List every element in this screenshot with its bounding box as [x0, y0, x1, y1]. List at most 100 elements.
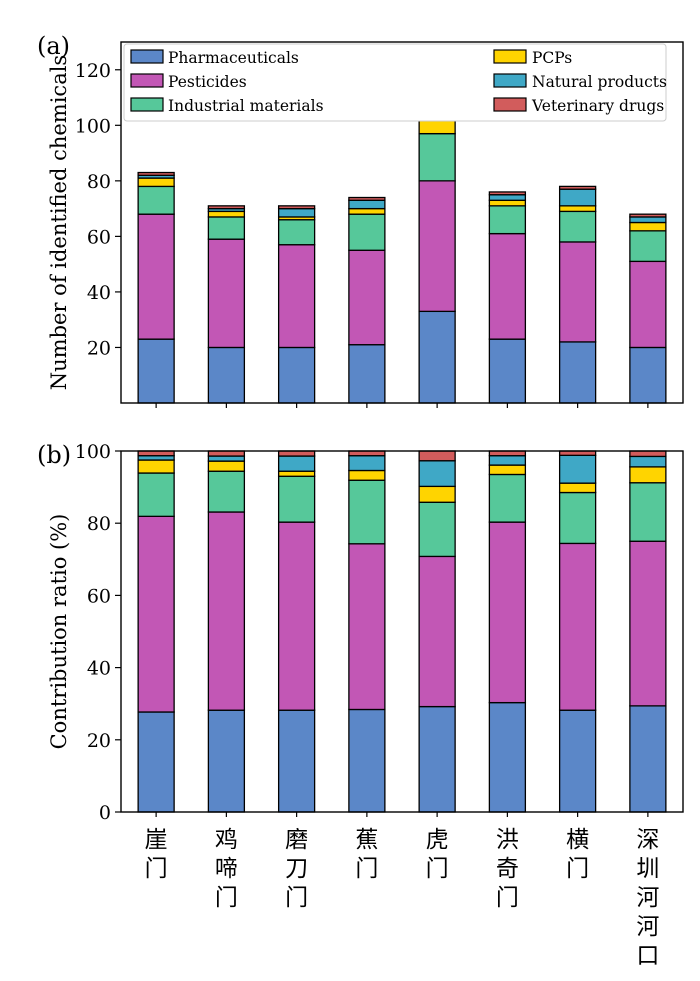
- bar-a-5-series-3: [488, 199, 527, 207]
- bar-b-0-series-0: [137, 711, 175, 813]
- bar-a-1-series-0: [207, 346, 246, 404]
- panel-b: 0 20 40 60 80 100 Contribution ratio (%) (b): [37, 441, 684, 824]
- bar-a-0-series-3: [137, 177, 175, 188]
- bar-b-4-series-1: [418, 555, 456, 708]
- bar-a-0-series-5: [137, 171, 175, 176]
- bar-b-5-series-4: [488, 455, 527, 466]
- x-category-label-4: 虎门: [426, 827, 449, 882]
- bar-b-1-series-3: [207, 460, 246, 472]
- legend-swatch-1: [130, 73, 164, 88]
- bar-b-1-series-0: [207, 709, 246, 813]
- bar-a-6-series-0: [558, 341, 597, 404]
- bar-b-5-series-1: [488, 521, 527, 704]
- bar-b-6-series-3: [558, 482, 597, 494]
- bar-b-6-series-4: [558, 454, 597, 484]
- bar-a-5-series-0: [488, 338, 527, 404]
- bar-a-6-series-4: [558, 188, 597, 207]
- bar-a-6-series-2: [558, 210, 597, 243]
- bar-a-1-series-5: [207, 205, 246, 210]
- y-tick-label-a-0: 20: [87, 337, 111, 359]
- bar-a-7-series-2: [629, 230, 667, 263]
- plot-frame-b: [120, 450, 684, 813]
- y-axis-label-a: Number of identified chemicals: [47, 55, 71, 390]
- bar-a-1-series-2: [207, 216, 246, 240]
- bar-b-6-series-1: [558, 542, 597, 711]
- bar-b-2-series-4: [277, 455, 316, 472]
- bar-a-5-series-5: [488, 191, 527, 196]
- x-category-label-1: 鸡啼门: [215, 827, 238, 911]
- panel-label-b: (b): [37, 441, 71, 469]
- bar-b-1-series-1: [207, 511, 246, 711]
- panel-label-a: (a): [37, 32, 70, 60]
- x-category-label-5: 洪奇门: [496, 827, 519, 911]
- legend-swatch-0: [130, 49, 164, 64]
- bar-b-7-series-4: [629, 455, 667, 468]
- bar-b-3-series-2: [348, 479, 386, 545]
- bar-a-3-series-3: [348, 207, 386, 215]
- y-tick-label-b-1: 20: [87, 730, 111, 752]
- legend-label-3: PCPs: [532, 49, 572, 67]
- bar-b-1-series-2: [207, 470, 246, 513]
- y-tick-label-b-2: 40: [87, 658, 111, 680]
- bar-b-2-series-3: [277, 470, 316, 477]
- bar-a-1-series-1: [207, 238, 246, 349]
- bar-a-7-series-0: [629, 346, 667, 404]
- bar-a-7-series-4: [629, 216, 667, 224]
- plot-frame-a: [120, 41, 684, 404]
- bar-a-0-series-0: [137, 338, 175, 404]
- bar-a-2-series-1: [277, 244, 316, 349]
- bar-b-1-series-4: [207, 455, 246, 462]
- bar-a-7-series-5: [629, 213, 667, 218]
- bar-b-5-series-5: [488, 450, 527, 457]
- x-category-label-3: 蕉门: [355, 827, 378, 882]
- bar-a-1-series-3: [207, 210, 246, 218]
- bar-b-2-series-1: [277, 521, 316, 711]
- legend: Pharmaceuticals Pesticides Industrial mate…: [123, 43, 667, 122]
- bar-a-3-series-1: [348, 249, 386, 346]
- legend-swatch-3: [493, 49, 527, 64]
- bar-b-1-series-5: [207, 450, 246, 457]
- legend-label-5: Veterinary drugs: [531, 97, 664, 115]
- bar-b-2-series-0: [277, 709, 316, 813]
- y-tick-label-a-4: 100: [75, 115, 111, 137]
- legend-swatch-4: [493, 73, 527, 88]
- bar-b-3-series-0: [348, 708, 386, 813]
- x-category-label-2: 磨刀门: [285, 827, 308, 911]
- bar-a-6-series-1: [558, 241, 597, 343]
- bar-b-5-series-2: [488, 473, 527, 523]
- bar-a-7-series-3: [629, 221, 667, 232]
- bar-b-4-series-4: [418, 460, 456, 488]
- x-category-label-0: 崖门: [145, 827, 168, 882]
- bar-a-2-series-4: [277, 207, 316, 218]
- legend-swatch-5: [493, 97, 527, 112]
- bar-a-2-series-0: [277, 346, 316, 404]
- bar-b-3-series-5: [348, 450, 386, 457]
- bar-b-2-series-2: [277, 475, 316, 523]
- bar-a-3-series-2: [348, 213, 386, 251]
- bar-b-6-series-0: [558, 709, 597, 813]
- bar-a-0-series-2: [137, 185, 175, 215]
- legend-label-1: Pesticides: [168, 73, 247, 91]
- bar-b-0-series-1: [137, 515, 175, 713]
- bar-b-3-series-4: [348, 455, 386, 472]
- bar-a-5-series-1: [488, 232, 527, 340]
- bar-a-5-series-4: [488, 194, 527, 201]
- bar-a-4-series-0: [418, 310, 456, 404]
- bar-b-4-series-2: [418, 501, 456, 558]
- y-tick-label-b-4: 80: [87, 513, 111, 535]
- bar-a-2-series-5: [277, 205, 316, 210]
- y-tick-label-a-2: 60: [87, 226, 111, 248]
- y-tick-label-b-5: 100: [75, 441, 111, 463]
- y-tick-label-a-1: 40: [87, 282, 111, 304]
- bar-b-5-series-0: [488, 701, 527, 813]
- legend-label-2: Industrial materials: [168, 97, 324, 115]
- bar-b-7-series-3: [629, 466, 667, 484]
- bar-b-7-series-2: [629, 482, 667, 542]
- bar-a-5-series-2: [488, 205, 527, 235]
- bar-b-2-series-5: [277, 450, 316, 457]
- legend-label-4: Natural products: [532, 73, 667, 91]
- bar-a-6-series-3: [558, 205, 597, 213]
